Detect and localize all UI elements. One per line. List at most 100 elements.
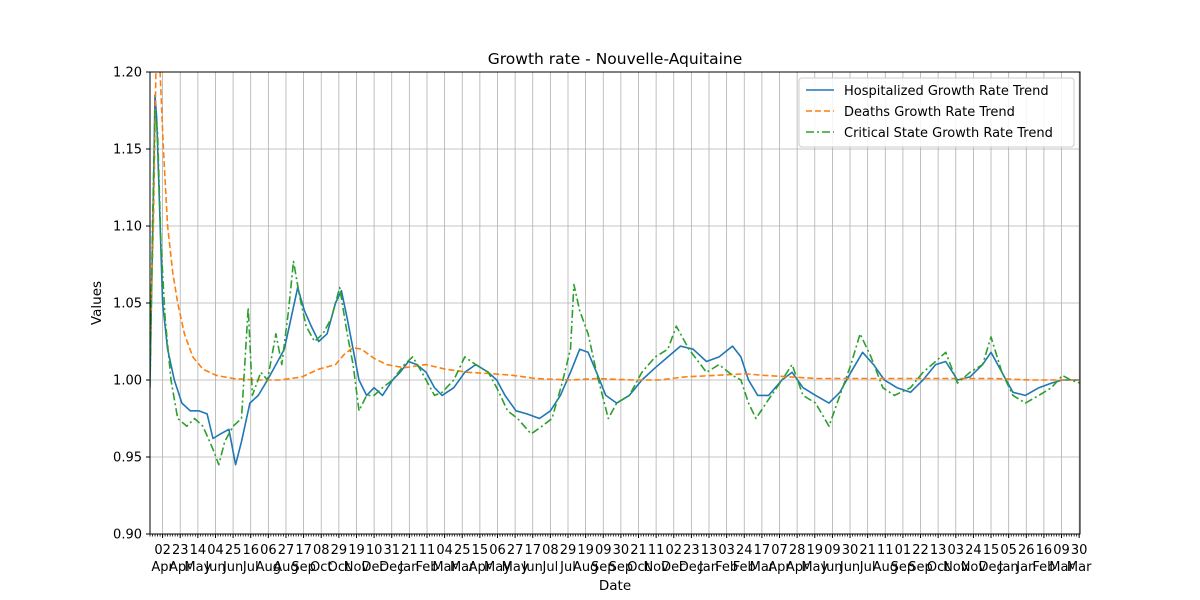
- x-tick-month-label: Apr: [151, 560, 174, 575]
- x-tick-day-label: 17: [295, 543, 312, 558]
- x-tick-day-label: 23: [683, 543, 700, 558]
- x-tick-month-label: Apr: [169, 560, 192, 575]
- x-tick-month-label: Jun: [821, 560, 842, 575]
- x-tick-month-label: Sep: [609, 560, 634, 575]
- x-tick-month-label: Dec: [362, 560, 387, 575]
- x-tick-month-label: Mar: [432, 560, 457, 575]
- y-axis-label: Values: [89, 281, 105, 325]
- x-tick-day-label: 19: [577, 543, 594, 558]
- plot-series: [150, 72, 1080, 466]
- x-tick-month-label: Jan: [998, 560, 1019, 575]
- y-tick-label: 1.10: [113, 220, 142, 235]
- x-tick-month-label: Sep: [591, 560, 616, 575]
- x-tick-month-label: Jun: [522, 560, 543, 575]
- x-tick-day-label: 04: [436, 543, 453, 558]
- x-tick-month-label: Nov: [943, 560, 969, 575]
- x-tick-day-label: 15: [983, 543, 1000, 558]
- series-line-hospitalized: [150, 94, 1080, 466]
- x-tick-month-label: Mar: [1067, 560, 1092, 575]
- x-tick-month-label: Sep: [891, 560, 916, 575]
- x-tick-day-label: 31: [383, 543, 400, 558]
- x-tick-month-label: Mar: [750, 560, 775, 575]
- x-tick-day-label: 19: [806, 543, 823, 558]
- x-tick-day-label: 25: [454, 543, 471, 558]
- x-tick-day-label: 01: [895, 543, 912, 558]
- x-tick-month-label: Oct: [627, 560, 649, 575]
- y-tick-label: 1.15: [113, 143, 142, 158]
- legend: Hospitalized Growth Rate Trend Deaths Gr…: [798, 77, 1075, 148]
- x-tick-month-label: Feb: [733, 560, 756, 575]
- x-tick-day-label: 07: [771, 543, 788, 558]
- x-tick-day-label: 26: [1018, 543, 1035, 558]
- x-tick-month-label: Oct: [328, 560, 350, 575]
- x-tick-month-label: Aug: [273, 560, 298, 575]
- x-tick-month-label: Dec: [379, 560, 404, 575]
- grid-lines: [150, 71, 1080, 535]
- x-tick-day-label: 25: [225, 543, 242, 558]
- x-tick-day-label: 17: [524, 543, 541, 558]
- series-line-deaths: [150, 72, 1080, 381]
- x-tick-day-label: 19: [348, 543, 365, 558]
- y-axis-ticks: 0.90 0.95 1.00 1.05 1.10 1.15 1.20: [113, 66, 150, 543]
- x-tick-day-label: 22: [912, 543, 929, 558]
- x-tick-day-label: 04: [207, 543, 224, 558]
- x-tick-month-label: Jan: [1015, 560, 1036, 575]
- series-line-critical: [150, 109, 1080, 466]
- x-tick-day-label: 21: [630, 543, 647, 558]
- x-tick-month-label: Jul: [559, 560, 576, 575]
- x-tick-month-label: Apr: [786, 560, 809, 575]
- x-tick-month-label: Feb: [715, 560, 738, 575]
- x-tick-day-label: 06: [260, 543, 277, 558]
- x-tick-month-label: Nov: [344, 560, 370, 575]
- x-tick-month-label: Jun: [204, 560, 225, 575]
- x-tick-month-label: Mar: [1049, 560, 1074, 575]
- x-tick-month-label: Nov: [961, 560, 987, 575]
- y-tick-label: 1.20: [113, 66, 142, 81]
- x-tick-day-label: 08: [542, 543, 559, 558]
- x-tick-month-label: Jul: [859, 560, 876, 575]
- x-tick-day-label: 21: [859, 543, 876, 558]
- x-tick-month-label: Dec: [661, 560, 686, 575]
- x-tick-month-label: Jul: [542, 560, 559, 575]
- x-tick-month-label: Aug: [873, 560, 898, 575]
- x-tick-month-label: Nov: [643, 560, 669, 575]
- x-tick-day-label: 05: [1000, 543, 1017, 558]
- x-tick-day-label: 03: [948, 543, 965, 558]
- x-tick-day-label: 11: [419, 543, 436, 558]
- x-tick-day-label: 27: [507, 543, 524, 558]
- x-tick-day-label: 23: [172, 543, 189, 558]
- x-tick-day-label: 21: [401, 543, 418, 558]
- x-axis-label: Date: [599, 578, 631, 594]
- x-tick-day-label: 09: [595, 543, 612, 558]
- x-tick-day-label: 14: [190, 543, 207, 558]
- legend-box: [798, 77, 1075, 148]
- x-tick-month-label: Sep: [291, 560, 316, 575]
- x-tick-month-label: May: [801, 560, 828, 575]
- x-tick-day-label: 11: [877, 543, 894, 558]
- legend-label-deaths: Deaths Growth Rate Trend: [844, 105, 1015, 120]
- y-tick-label: 1.00: [113, 374, 142, 389]
- x-tick-day-label: 02: [154, 543, 171, 558]
- x-tick-month-label: Feb: [1032, 560, 1055, 575]
- x-tick-month-label: Dec: [679, 560, 704, 575]
- x-tick-month-label: Jan: [398, 560, 419, 575]
- x-tick-month-label: Oct: [927, 560, 949, 575]
- y-tick-label: 1.05: [113, 297, 142, 312]
- y-tick-label: 0.95: [113, 451, 142, 466]
- x-tick-day-label: 03: [718, 543, 735, 558]
- x-tick-month-label: Aug: [573, 560, 598, 575]
- x-tick-day-label: 30: [613, 543, 630, 558]
- x-tick-month-label: May: [502, 560, 529, 575]
- x-tick-month-label: Apr: [469, 560, 492, 575]
- x-tick-month-label: Jun: [839, 560, 860, 575]
- x-tick-day-label: 24: [736, 543, 753, 558]
- x-tick-day-label: 16: [1036, 543, 1053, 558]
- x-tick-day-label: 30: [1071, 543, 1088, 558]
- x-tick-day-label: 17: [754, 543, 771, 558]
- x-tick-month-label: May: [484, 560, 511, 575]
- x-tick-day-label: 06: [489, 543, 506, 558]
- x-tick-month-label: Aug: [256, 560, 281, 575]
- x-tick-day-label: 30: [842, 543, 859, 558]
- chart-title: Growth rate - Nouvelle-Aquitaine: [488, 50, 743, 68]
